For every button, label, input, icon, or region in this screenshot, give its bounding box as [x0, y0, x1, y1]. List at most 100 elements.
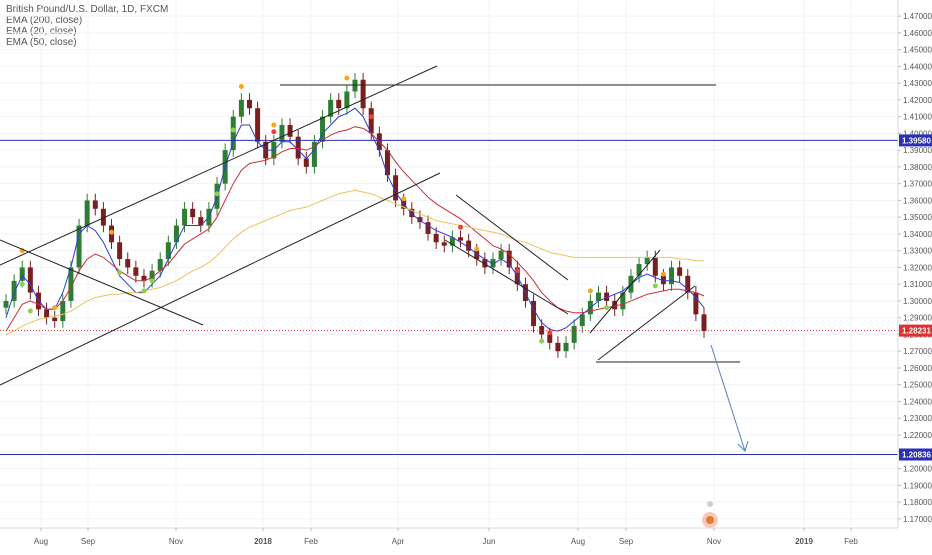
- candle-body: [531, 300, 537, 327]
- y-tick-label: 1.42000: [903, 96, 932, 105]
- y-tick-label: 1.23000: [903, 414, 932, 423]
- signal-dot-orange: [344, 75, 350, 81]
- signal-dot-green: [19, 281, 25, 287]
- y-tick-label: 1.33000: [903, 247, 932, 256]
- annotation-layer[interactable]: [0, 65, 898, 528]
- candle-body: [255, 108, 261, 142]
- x-tick-label: Apr: [392, 537, 405, 546]
- candle-body: [482, 259, 488, 268]
- signal-dot-green: [117, 269, 123, 275]
- candle-body: [498, 250, 504, 260]
- down-channel-lower-line: [444, 239, 569, 315]
- y-tick-label: 1.32000: [903, 263, 932, 272]
- ema20-line: [5, 107, 705, 332]
- signal-dot-red: [514, 268, 520, 274]
- y-tick-label: 1.37000: [903, 180, 932, 189]
- candle-body: [336, 99, 342, 109]
- price-label-text: 1.20836: [902, 451, 931, 460]
- y-tick-label: 1.46000: [903, 29, 932, 38]
- rising-wedge-lower-line: [597, 285, 696, 361]
- y-tick-label: 1.36000: [903, 196, 932, 205]
- candle-body: [458, 237, 464, 241]
- ema200-line: [5, 189, 704, 335]
- signal-dot-orange: [52, 305, 58, 311]
- y-tick-label: 1.26000: [903, 364, 932, 373]
- x-tick-label: Nov: [707, 537, 721, 546]
- candle-body: [595, 292, 601, 301]
- signal-dot-red: [547, 330, 553, 336]
- candle-body: [44, 309, 50, 318]
- candle-body: [76, 225, 82, 268]
- channel-lower-line: [0, 172, 441, 386]
- signal-dot-green: [214, 191, 220, 197]
- candle-body: [230, 116, 236, 151]
- y-tick-label: 1.45000: [903, 46, 932, 55]
- y-tick-label: 1.35000: [903, 213, 932, 222]
- candle-body: [604, 292, 610, 301]
- chart-title: British Pound/U.S. Dollar, 1D, FXCM: [6, 4, 169, 15]
- candle-body: [579, 314, 585, 327]
- candle-body: [27, 267, 33, 293]
- price-label-box: [899, 448, 932, 461]
- projection-arrow-shaft: [710, 344, 746, 452]
- candle-body: [547, 334, 553, 343]
- signal-dot-orange: [660, 271, 666, 277]
- signal-dot-orange: [587, 288, 593, 294]
- signal-dot-green: [27, 308, 33, 314]
- candle-body: [328, 99, 334, 117]
- candle-body: [384, 150, 390, 176]
- candle-body: [393, 175, 399, 201]
- signal-dot-green: [539, 338, 545, 344]
- signal-dot-green: [230, 127, 236, 133]
- candle-body: [190, 208, 196, 218]
- projection-arrow-head: [737, 440, 749, 452]
- x-tick-label: Sep: [81, 537, 96, 546]
- y-tick-label: 1.24000: [903, 397, 932, 406]
- candle-body: [125, 259, 131, 268]
- x-tick-label: Aug: [571, 537, 585, 546]
- signal-dot-green: [149, 278, 155, 284]
- candle-body: [295, 136, 301, 159]
- candle-body: [19, 267, 25, 281]
- candle-body: [425, 222, 431, 234]
- candle-body: [685, 275, 691, 293]
- candle-body: [693, 292, 699, 315]
- candle-body: [441, 242, 447, 246]
- y-tick-label: 1.38000: [903, 163, 932, 172]
- price-label-box: [899, 134, 932, 147]
- candle-body: [677, 267, 683, 276]
- candle-body: [246, 99, 252, 109]
- candle-body: [117, 242, 123, 260]
- candle-body: [52, 317, 58, 322]
- signal-dot-orange: [474, 246, 480, 252]
- legend-ema200: EMA (200, close): [6, 15, 83, 26]
- candle-body: [401, 200, 407, 209]
- candle-body: [433, 233, 439, 243]
- y-tick-label: 1.17000: [903, 515, 932, 524]
- x-tick-label: 2019: [795, 537, 813, 546]
- signal-dot-red: [368, 114, 374, 120]
- signal-dot-orange: [271, 122, 277, 128]
- signal-dot-green: [652, 283, 658, 289]
- candle-body: [612, 300, 618, 310]
- candle-body: [100, 208, 106, 226]
- x-tick-label: Jun: [483, 537, 496, 546]
- candle-body: [652, 257, 658, 276]
- candle-body: [490, 259, 496, 268]
- candle-body: [352, 79, 358, 92]
- y-tick-label: 1.44000: [903, 62, 932, 71]
- y-tick-label: 1.43000: [903, 79, 932, 88]
- descending-line: [0, 239, 204, 326]
- y-tick-label: 1.30000: [903, 297, 932, 306]
- candle-body: [368, 108, 374, 134]
- y-tick-label: 1.34000: [903, 230, 932, 239]
- y-tick-label: 1.22000: [903, 431, 932, 440]
- candle-body: [563, 342, 569, 352]
- x-tick-label: Feb: [304, 537, 318, 546]
- candle-body: [474, 250, 480, 260]
- candle-body: [701, 314, 707, 332]
- candle-body: [238, 99, 244, 117]
